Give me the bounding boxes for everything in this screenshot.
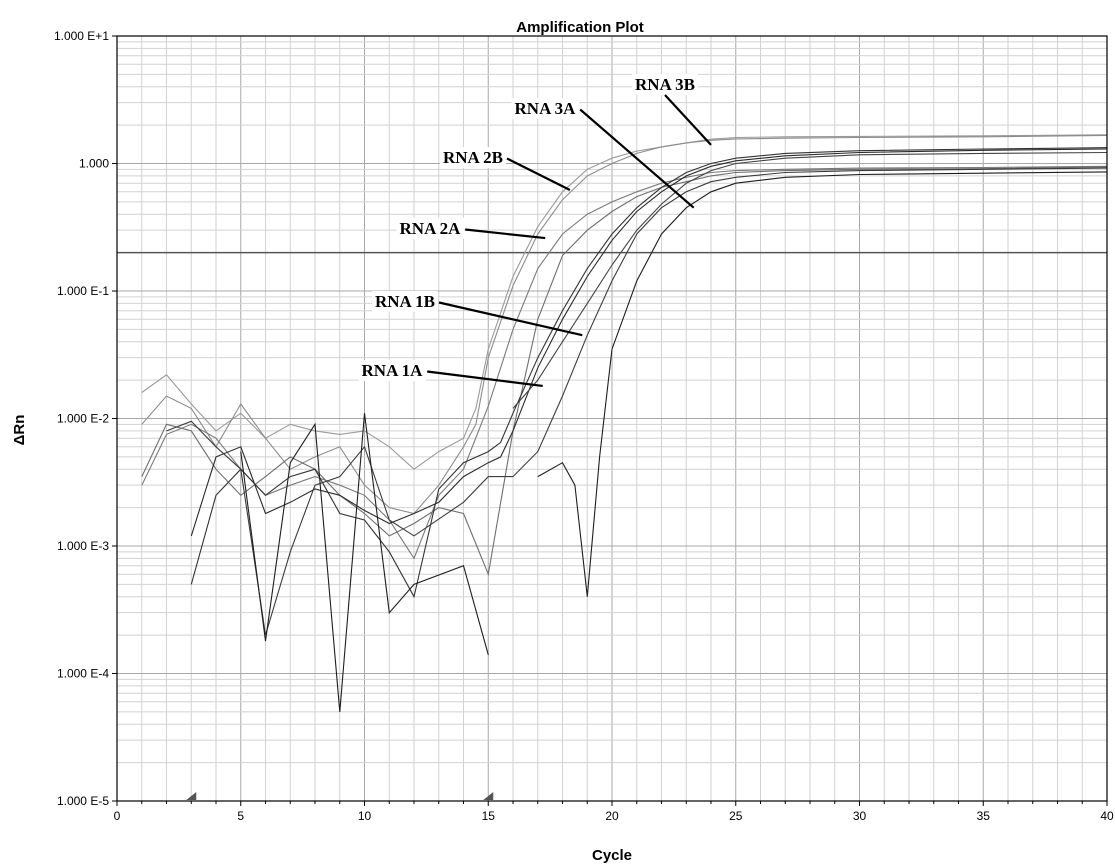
x-tick-label: 30 (853, 809, 867, 823)
annotation-label-bg (632, 74, 698, 95)
axes: 0 5 10 15 20 25 30 35 40 1.000 E+1 1.000 1.000 E-1 1… (54, 29, 1114, 823)
y-tick-label: 1.000 E-2 (57, 412, 109, 426)
annotation-pointer (664, 94, 712, 146)
trace-8 (240, 413, 489, 712)
annotation-label-bg (440, 147, 506, 168)
x-tick-label: 35 (977, 809, 991, 823)
annotation-pointer (465, 228, 546, 240)
trace-6 (190, 148, 1108, 537)
annotation-pointer (579, 108, 695, 209)
trace-9 (537, 171, 1108, 597)
annotation-label-bg (358, 360, 427, 381)
annotation-label-bg (396, 218, 465, 239)
x-tick-label: 15 (482, 809, 496, 823)
annotation-label: RNA 3B (635, 75, 695, 94)
annotation-pointer (438, 301, 583, 337)
trace-1 (141, 134, 1108, 470)
annotation-label: RNA 2B (443, 148, 503, 167)
annotation-rna-1b: RNA 1B (372, 291, 583, 337)
annotation-rna-1a: RNA 1A (358, 360, 543, 388)
annotation-pointer (506, 157, 571, 191)
annotation-rna-3b: RNA 3B (632, 74, 712, 146)
annotation-rna-2b: RNA 2B (440, 147, 571, 191)
y-tick-label: 1.000 E-4 (57, 667, 109, 681)
x-axis-label: Cycle (592, 847, 632, 864)
annotation-label: RNA 2A (400, 219, 462, 238)
annotation-label: RNA 1A (362, 361, 424, 380)
annotation-rna-3a: RNA 3A (511, 98, 695, 209)
baseline-end-marker[interactable] (483, 792, 494, 800)
trace-annotations: RNA 3B RNA 3A RNA 2B RNA 2A RNA 1B RNA 1A (358, 74, 712, 388)
annotation-label: RNA 3A (515, 99, 577, 118)
x-tick-label: 20 (605, 809, 619, 823)
plot-grid (117, 36, 1108, 802)
trace-10 (512, 151, 1108, 409)
x-tick-label: 40 (1100, 809, 1114, 823)
x-tick-label: 0 (114, 809, 121, 823)
y-tick-label: 1.000 E-1 (57, 284, 109, 298)
y-tick-label: 1.000 E+1 (54, 29, 109, 43)
y-axis-label: ΔRn (11, 415, 28, 446)
trace-4 (141, 166, 1108, 577)
x-tick-label: 5 (237, 809, 244, 823)
trace-7 (166, 167, 1108, 636)
chart-title: Amplification Plot (516, 19, 644, 36)
trace-5 (190, 147, 1108, 599)
annotation-label-bg (511, 98, 580, 119)
x-tick-label: 25 (729, 809, 743, 823)
trace-2 (141, 134, 1108, 515)
annotation-label: RNA 1B (375, 292, 435, 311)
baseline-start-marker[interactable] (186, 792, 197, 800)
annotation-pointer (427, 370, 543, 388)
y-tick-label: 1.000 (79, 157, 109, 171)
y-tick-label: 1.000 E-3 (57, 539, 109, 553)
amplification-traces (141, 134, 1108, 712)
annotation-rna-2a: RNA 2A (396, 218, 546, 240)
x-tick-label: 10 (358, 809, 372, 823)
y-tick-label: 1.000 E-5 (57, 794, 109, 808)
annotation-label-bg (372, 291, 438, 312)
